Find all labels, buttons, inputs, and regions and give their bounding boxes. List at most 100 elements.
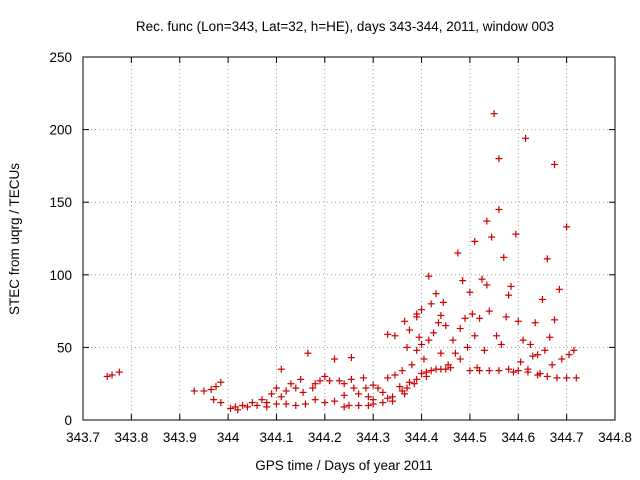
data-point	[212, 383, 220, 391]
data-point	[335, 377, 343, 385]
y-tick-label: 50	[57, 340, 72, 355]
data-point	[551, 160, 559, 168]
data-point	[234, 406, 242, 414]
data-point	[422, 368, 430, 376]
data-point	[340, 403, 348, 411]
data-point	[466, 367, 474, 375]
data-point	[217, 378, 225, 386]
data-point	[389, 393, 397, 401]
data-points	[103, 110, 580, 414]
data-point	[108, 371, 116, 379]
data-point	[243, 403, 251, 411]
data-point	[451, 349, 459, 357]
data-point	[570, 346, 578, 354]
y-axis-label: STEC from uqrg / TECUs	[7, 163, 22, 315]
data-point	[432, 290, 440, 298]
data-point	[330, 397, 338, 405]
data-point	[430, 329, 438, 337]
data-point	[369, 381, 377, 389]
data-point	[258, 396, 266, 404]
data-point	[553, 374, 561, 382]
data-point	[396, 383, 404, 391]
data-point	[519, 336, 527, 344]
data-point	[253, 401, 261, 409]
axis-ticks	[82, 56, 616, 421]
data-point	[442, 365, 450, 373]
data-point	[217, 399, 225, 407]
data-point	[415, 333, 423, 341]
data-point	[103, 372, 111, 380]
data-point	[442, 322, 450, 330]
data-point	[277, 365, 285, 373]
plot-frame	[82, 56, 616, 421]
data-point	[427, 367, 435, 375]
data-point	[427, 300, 435, 308]
data-point	[263, 403, 271, 411]
data-point	[420, 355, 428, 363]
data-point	[292, 401, 300, 409]
data-point	[526, 340, 534, 348]
data-point	[410, 380, 418, 388]
data-point	[478, 275, 486, 283]
x-axis-label: GPS time / Days of year 2011	[255, 458, 433, 473]
data-point	[485, 307, 493, 315]
data-point	[502, 313, 510, 321]
data-point	[391, 371, 399, 379]
data-point	[456, 355, 464, 363]
data-point	[543, 372, 551, 380]
data-point	[529, 352, 537, 360]
y-tick-label: 0	[64, 413, 72, 428]
data-point	[210, 396, 218, 404]
data-point	[369, 400, 377, 408]
data-point	[493, 332, 501, 340]
data-point	[405, 378, 413, 386]
data-point	[538, 295, 546, 303]
data-point	[434, 319, 442, 327]
x-tick-label: 344.4	[405, 430, 439, 445]
data-point	[531, 319, 539, 327]
data-point	[476, 367, 484, 375]
data-point	[512, 230, 520, 238]
data-point	[403, 343, 411, 351]
data-point	[282, 400, 290, 408]
data-point	[456, 325, 464, 333]
data-point	[461, 314, 469, 322]
data-point	[546, 333, 554, 341]
data-point	[534, 351, 542, 359]
data-point	[418, 340, 426, 348]
data-point	[413, 375, 421, 383]
data-point	[347, 354, 355, 362]
data-point	[490, 110, 498, 118]
data-point	[449, 336, 457, 344]
data-point	[425, 336, 433, 344]
data-point	[304, 349, 312, 357]
data-point	[272, 400, 280, 408]
data-point	[350, 384, 358, 392]
data-point	[287, 380, 295, 388]
data-point	[207, 386, 215, 394]
data-point	[548, 361, 556, 369]
x-tick-label: 344	[217, 430, 240, 445]
x-tick-label: 344.6	[501, 430, 535, 445]
data-point	[374, 384, 382, 392]
data-point	[500, 253, 508, 261]
data-point	[439, 298, 447, 306]
x-tick-label: 343.8	[114, 430, 148, 445]
data-point	[495, 367, 503, 375]
data-point	[321, 399, 329, 407]
y-tick-labels: 0 50 100 150 200 250	[49, 50, 72, 428]
data-point	[437, 349, 445, 357]
data-point	[413, 310, 421, 318]
data-point	[384, 394, 392, 402]
data-point	[483, 281, 491, 289]
x-tick-label: 343.9	[163, 430, 197, 445]
data-point	[115, 368, 123, 376]
data-point	[340, 391, 348, 399]
x-tick-label: 344.8	[598, 430, 632, 445]
data-point	[398, 367, 406, 375]
x-tick-labels: 343.7 343.8 343.9 344 344.1 344.2 344.3 344.4 34…	[66, 430, 632, 445]
data-point	[277, 393, 285, 401]
data-point	[355, 401, 363, 409]
